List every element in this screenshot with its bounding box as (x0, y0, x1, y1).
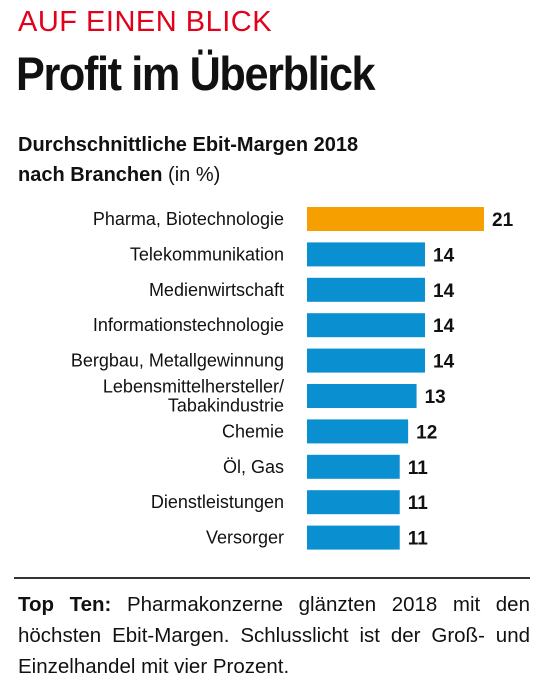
footnote: Top Ten: Pharmakonzerne glänzten 2018 mi… (18, 589, 530, 682)
bar-4 (307, 348, 425, 373)
category-label-9: Versorger (206, 528, 284, 548)
footnote-text: Pharmakonzerne glänzten 2018 mit den höc… (18, 593, 530, 678)
category-label-5-line0: Lebensmittelhersteller/ (103, 377, 284, 397)
category-label-7: Öl, Gas (223, 457, 284, 477)
category-label-0: Pharma, Biotechnologie (93, 209, 284, 229)
subtitle-line2: nach Branchen (18, 164, 163, 186)
value-label-2: 14 (433, 281, 455, 302)
kicker: AUF EINEN BLICK (18, 6, 273, 38)
bar-2 (307, 277, 425, 302)
value-label-1: 14 (433, 245, 455, 266)
subtitle-line1: Durchschnittliche Ebit-Margen 2018 (18, 134, 359, 156)
value-label-7: 11 (408, 458, 429, 479)
value-label-9: 11 (408, 529, 429, 550)
category-label-6: Chemie (222, 421, 284, 441)
subtitle-unit: (in %) (168, 164, 221, 186)
bar-5 (307, 384, 417, 408)
value-label-3: 14 (433, 316, 455, 337)
value-label-5: 13 (425, 387, 446, 408)
bar-1 (307, 242, 425, 267)
category-label-4: Bergbau, Metallgewinnung (71, 351, 284, 371)
value-label-4: 14 (433, 352, 455, 373)
bar-6 (307, 419, 409, 444)
bar-8 (307, 490, 400, 515)
category-label-2: Medienwirtschaft (149, 280, 284, 300)
value-label-8: 11 (408, 493, 429, 514)
value-label-0: 21 (492, 210, 514, 231)
category-label-1: Telekommunikation (130, 244, 284, 264)
headline: Profit im Überblick (16, 47, 376, 100)
divider (14, 577, 530, 579)
chart-subtitle: Durchschnittliche Ebit-Margen 2018 nach … (18, 130, 518, 190)
category-label-5-line1: Tabakindustrie (168, 396, 284, 416)
category-label-3: Informationstechnologie (93, 315, 284, 335)
bar-0 (307, 207, 484, 231)
bar-9 (307, 525, 400, 550)
footnote-lead: Top Ten: (18, 593, 112, 616)
bar-chart: 21 Pharma, Biotechnologie 14 Telekommunikat… (71, 207, 514, 550)
bar-7 (307, 454, 400, 479)
category-label-8: Dienstleistungen (151, 492, 284, 512)
value-label-6: 12 (416, 422, 437, 443)
bar-3 (307, 313, 425, 338)
